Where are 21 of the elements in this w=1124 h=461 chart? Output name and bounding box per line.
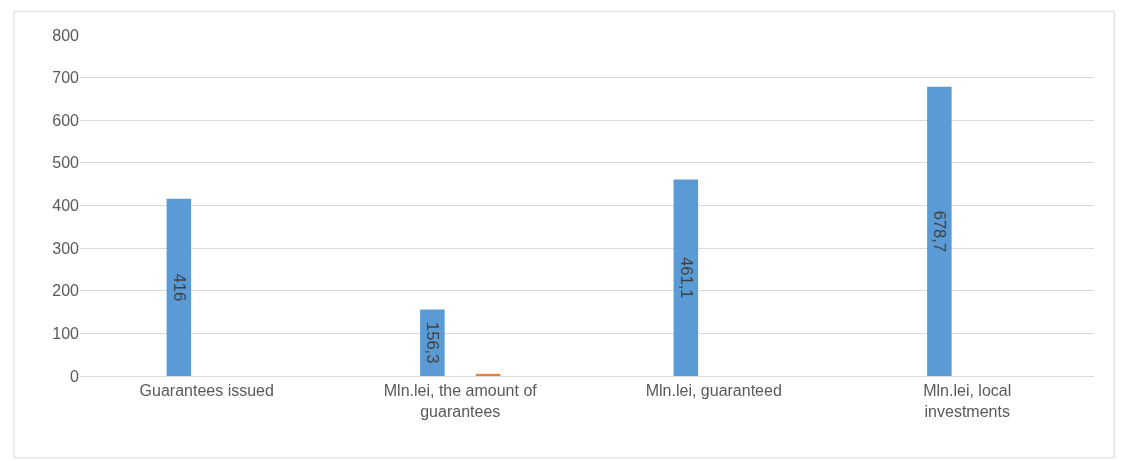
bar (927, 86, 952, 376)
bar (475, 373, 501, 376)
x-tick-label: Mln.lei, the amount of guarantees (383, 382, 538, 420)
y-tick-label: 100 (52, 324, 80, 342)
data-label: 678,7 (930, 210, 949, 253)
y-tick-label: 800 (52, 26, 80, 44)
y-tick-label: 600 (52, 111, 80, 129)
data-label: 156,3 (423, 321, 442, 364)
y-tick-label: 700 (52, 69, 80, 87)
x-tick-label: Mln.lei, local investments (923, 382, 1012, 420)
x-tick-label: Mln.lei, guaranteed (645, 382, 782, 400)
y-tick-label: 300 (52, 239, 80, 257)
y-tick-label: 0 (70, 367, 80, 385)
y-tick-label: 200 (52, 282, 80, 300)
y-tick-label: 400 (52, 197, 80, 215)
data-label: 416 (169, 273, 189, 302)
bar (166, 198, 192, 376)
data-label: 461,1 (676, 257, 696, 299)
y-tick-label: 500 (52, 154, 80, 172)
bar (673, 179, 699, 376)
x-tick-label: Guarantees issued (139, 382, 274, 400)
